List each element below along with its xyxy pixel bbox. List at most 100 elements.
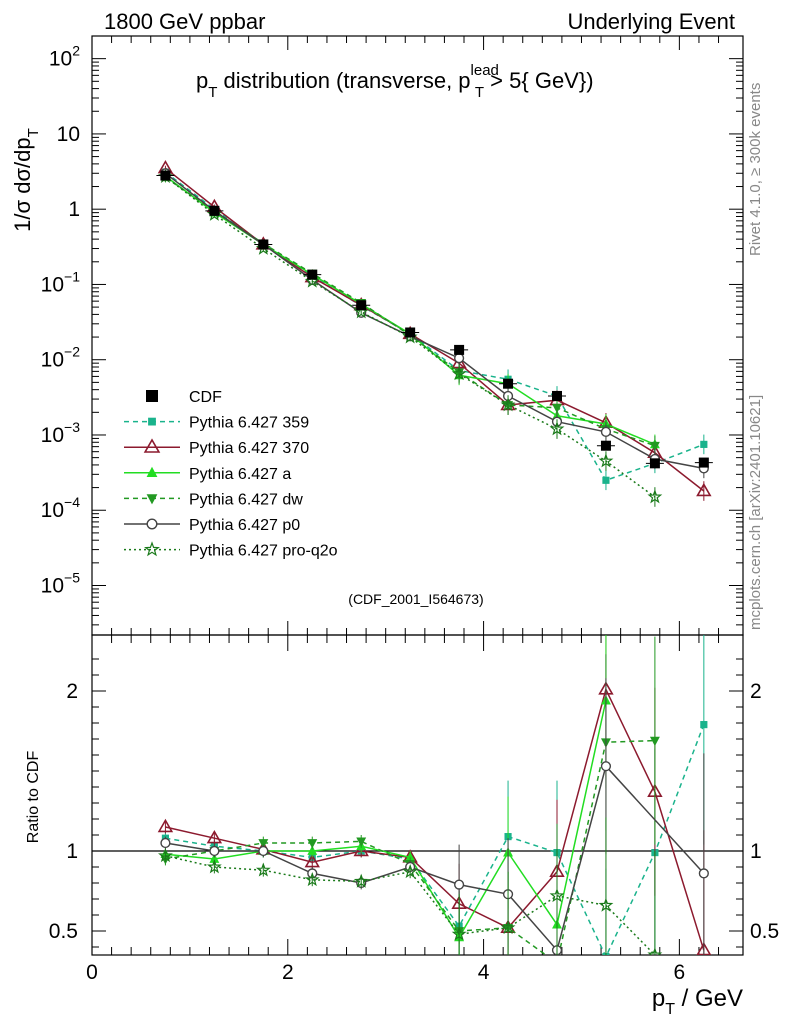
ratio-data-point	[158, 848, 173, 863]
main-data-point	[647, 489, 663, 504]
legend-label: Pythia 6.427 pro-q2o	[189, 543, 338, 560]
ratio-data-point	[402, 864, 418, 879]
ratio-data-point	[454, 879, 465, 890]
ratio-data-point	[206, 859, 222, 874]
ratio-data-point	[451, 926, 467, 941]
ratio-data-point	[647, 947, 663, 955]
ratio-frame	[91, 634, 744, 956]
ratio-data-point	[698, 868, 709, 879]
header-left-label: 1800 GeV ppbar	[104, 9, 265, 34]
legend-marker	[146, 494, 158, 505]
main-ytick-label: 10−1	[41, 268, 81, 296]
ratio-ytick-label-left: 0.5	[49, 920, 78, 943]
ratio-series-line	[165, 724, 705, 955]
ratio-data-point	[353, 873, 369, 888]
ratio-data-point	[552, 959, 562, 968]
main-ytick-label: 1	[68, 198, 80, 221]
cdf-data-point	[698, 457, 709, 468]
rivet-version-label: Rivet 4.1.0, ≥ 300k events	[747, 83, 764, 256]
ratio-data-point	[649, 736, 660, 747]
analysis-id-label: (CDF_2001_I564673)	[348, 591, 483, 607]
ratio-data-point	[206, 829, 223, 844]
main-ytick-label: 10−5	[41, 570, 81, 598]
ratio-series-line	[165, 855, 656, 955]
cdf-data-point	[405, 327, 416, 338]
cdf-data-point	[649, 458, 660, 469]
ratio-data-point	[500, 920, 516, 935]
main-ytick-label: 10−3	[41, 419, 81, 447]
main-data-point	[700, 440, 708, 448]
ratio-data-point	[700, 721, 708, 729]
main-series-group	[156, 160, 713, 507]
main-ytick-label: 102	[49, 43, 80, 71]
ratio-ytick-label-right: 1	[750, 840, 762, 863]
ratio-data-point	[255, 862, 271, 877]
cdf-data-point	[552, 390, 562, 401]
ratio-data-point	[598, 897, 614, 912]
legend-label: Pythia 6.427 359	[189, 415, 309, 432]
legend-label: Pythia 6.427 a	[189, 466, 291, 483]
legend-marker	[148, 417, 156, 426]
main-data-point	[454, 353, 465, 364]
ratio-data-point	[160, 837, 171, 849]
main-ytick-label: 10	[57, 123, 80, 146]
ratio-series-line	[165, 700, 607, 939]
legend-label: Pythia 6.427 p0	[189, 517, 300, 534]
ratio-y-axis-label: Ratio to CDF	[25, 751, 42, 844]
main-data-point	[598, 453, 614, 468]
main-data-point	[451, 365, 467, 381]
ratio-data-point	[209, 853, 220, 863]
legend-label: Pythia 6.427 dw	[189, 491, 303, 508]
ratio-data-point	[307, 845, 318, 855]
ratio-series-line	[165, 764, 705, 952]
cdf-data-point	[600, 440, 611, 451]
main-data-point	[600, 426, 612, 437]
mcplots-credit-label: mcplots.cern.ch [arXiv:2401.10621]	[747, 395, 764, 630]
ratio-data-point	[258, 839, 269, 849]
ratio-ytick-label-right: 2	[750, 680, 762, 703]
x-axis-label: pT / GeV	[652, 985, 743, 1018]
ratio-data-point	[356, 837, 367, 847]
ratio-ytick-label-left: 1	[66, 840, 78, 863]
ratio-data-point	[549, 888, 565, 903]
main-panel: 10−5 10−4 10−3 10−2 10−1 1 10 102 1/σ dσ/dpT pT d…	[10, 35, 744, 636]
cdf-data-point	[307, 269, 318, 280]
ratio-series-group	[157, 635, 712, 968]
main-data-point	[549, 421, 565, 436]
header-right-label: Underlying Event	[567, 9, 735, 34]
main-y-axis-label: 1/σ dσ/dpT	[10, 128, 42, 232]
ratio-data-point	[258, 845, 269, 857]
ratio-data-point	[405, 851, 416, 862]
main-data-point	[500, 397, 516, 412]
main-series-line	[164, 176, 656, 498]
ratio-data-point	[600, 761, 612, 772]
cdf-data-point	[454, 344, 465, 355]
ratio-data-point	[209, 845, 220, 857]
main-ytick-label: 10−4	[41, 494, 81, 522]
legend-marker	[146, 518, 158, 530]
cdf-data-point	[209, 205, 220, 216]
ratio-panel: 0 2 4 6 0.5 0.5 1 1 2 2 Ratio to CDF pT / GeV	[25, 634, 779, 1018]
ratio-series-line	[165, 687, 705, 951]
ratio-xtick-label: 6	[674, 961, 686, 984]
ratio-ytick-label-right: 0.5	[750, 920, 779, 943]
legend-marker	[143, 438, 161, 453]
ratio-xtick-label: 4	[478, 961, 490, 984]
main-data-point	[552, 403, 562, 414]
main-data-point	[649, 441, 660, 452]
legend-marker	[146, 390, 158, 402]
main-series-line	[164, 175, 656, 446]
main-data-point	[696, 482, 712, 497]
ratio-xtick-label: 0	[86, 961, 98, 984]
legend: CDF Pythia 6.427 359 Pythia 6.427 370 Pythi…	[124, 389, 338, 560]
chart-title: pT distribution (transverse, plead T > 5{…	[196, 62, 594, 101]
main-ytick-label: 10−2	[41, 344, 81, 372]
legend-marker	[144, 541, 160, 557]
legend-label: Pythia 6.427 370	[189, 440, 309, 457]
ratio-series-line	[165, 739, 655, 955]
legend-marker	[146, 466, 158, 477]
cdf-data-point	[258, 239, 269, 250]
cdf-data-point	[160, 170, 171, 181]
main-series-line	[164, 176, 656, 447]
legend-label: CDF	[189, 389, 222, 406]
